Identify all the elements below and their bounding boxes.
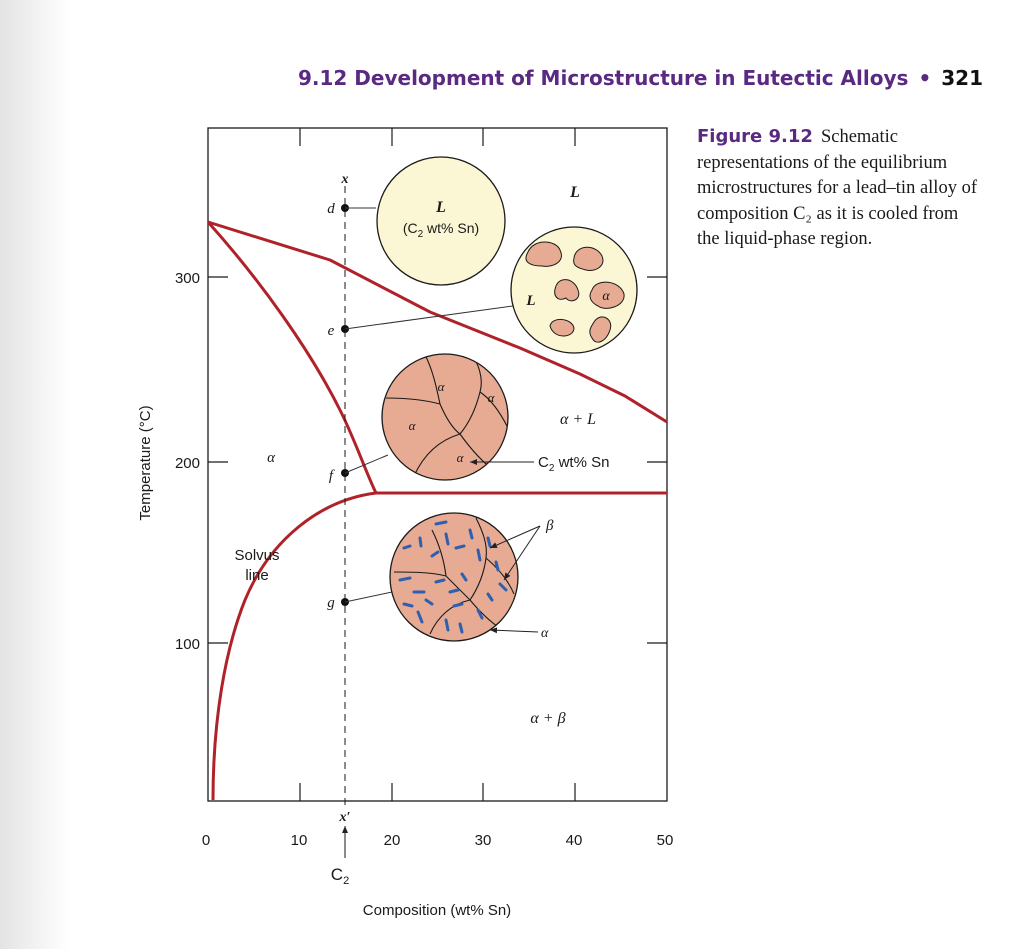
figure-label: Figure 9.12: [697, 126, 813, 147]
caption-text: Schematic representations of the equilib…: [697, 127, 977, 249]
composition-x-label: x: [341, 172, 349, 187]
y-axis-label: Temperature (°C): [137, 405, 154, 520]
x-tick-label-0: 0: [202, 832, 210, 849]
grain-boundary: [439, 403, 461, 435]
microstructure-d-phase: L: [435, 199, 446, 216]
solvus-line: [211, 491, 377, 801]
section-title: 9.12 Development of Microstructure in Eu…: [298, 66, 909, 90]
point-f-label: f: [329, 468, 335, 484]
page-header: 9.12 Development of Microstructure in Eu…: [298, 66, 983, 90]
grain-label: α: [488, 390, 496, 405]
microstructure-g: [389, 512, 519, 642]
region-alpha-label: α: [267, 450, 276, 466]
solidus-line: [206, 220, 378, 494]
y-tick-label-300: 300: [175, 270, 200, 287]
composition-x-prime-label: x′: [339, 810, 351, 825]
alpha-particle: [549, 319, 575, 337]
microstructure-e: L α: [510, 226, 638, 354]
point-e-label: e: [328, 323, 335, 339]
grain-boundary: [485, 557, 515, 595]
header-separator: •: [918, 66, 932, 90]
point-g-label: g: [327, 595, 335, 611]
c2-label: C2: [331, 865, 349, 887]
grain-boundary: [393, 571, 447, 577]
phase-boundaries: [206, 220, 668, 801]
grain-boundary: [445, 575, 471, 601]
point-d-label: d: [327, 201, 335, 217]
region-alpha-plus-liquid-label: α + L: [560, 411, 596, 428]
beta-pointer: [489, 525, 541, 549]
point-labels: d e f g: [327, 201, 335, 611]
x-tick-label-40: 40: [566, 832, 583, 849]
alpha-particle: [589, 316, 612, 343]
solvus-label-line1: Solvus: [234, 547, 279, 564]
microstructure-e-alpha-label: α: [602, 289, 610, 304]
x-axis-label: Composition (wt% Sn): [363, 902, 511, 919]
microstructure-d-composition: (C2 wt% Sn): [403, 220, 479, 240]
grain-label: α: [457, 450, 465, 465]
alpha-particle: [554, 279, 580, 302]
microstructure-e-liquid-label: L: [525, 293, 535, 309]
alpha-particle: [589, 281, 625, 309]
microstructure-g-alpha-label: α: [541, 626, 549, 641]
solvus-label-line2: line: [245, 567, 268, 584]
grain-boundary: [429, 599, 471, 635]
x-tick-label-30: 30: [475, 832, 492, 849]
grain-label: α: [409, 418, 417, 433]
region-liquid-label: L: [569, 184, 580, 201]
region-alpha-plus-beta-label: α + β: [530, 710, 565, 727]
page-number: 321: [941, 66, 983, 90]
microstructure-f-composition: C2 wt% Sn: [538, 454, 609, 474]
alpha-pointer: [489, 627, 539, 634]
microstructure-f: α α α α: [381, 353, 509, 481]
y-tick-label-200: 200: [175, 455, 200, 472]
beta-pointer: [503, 525, 541, 581]
microstructure-g-beta-label: β: [545, 518, 554, 534]
grain-label: α: [438, 379, 446, 394]
page-gutter-shadow: [0, 0, 70, 949]
x-tick-label-50: 50: [657, 832, 674, 849]
grain-boundary: [385, 397, 441, 405]
microstructure-d-liquid: [376, 156, 506, 286]
tick-labels: 0 10 20 30 40 50 100 200 300: [175, 270, 673, 849]
liquidus-line: [207, 220, 668, 424]
figure-caption: Figure 9.12 Schematic representations of …: [697, 124, 977, 253]
grain-boundary: [479, 391, 508, 429]
grain-boundary: [413, 433, 461, 477]
x-tick-label-20: 20: [384, 832, 401, 849]
leader-lines: [344, 207, 521, 603]
x-tick-label-10: 10: [291, 832, 308, 849]
plot-frame: [207, 127, 668, 802]
beta-particles: [398, 520, 508, 634]
alpha-particle: [525, 241, 562, 267]
grain-boundary: [431, 529, 447, 577]
axis-ticks: [208, 128, 667, 801]
alpha-particle: [573, 246, 604, 271]
grain-boundary: [424, 354, 441, 405]
microstructure-g-pointers: [489, 525, 541, 634]
y-tick-label-100: 100: [175, 636, 200, 653]
